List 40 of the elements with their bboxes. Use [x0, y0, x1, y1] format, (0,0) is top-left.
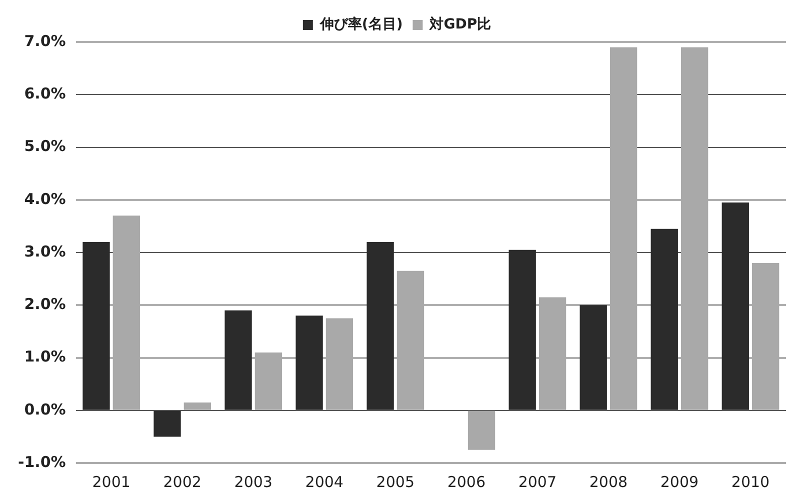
y-tick-label: 5.0%	[24, 137, 66, 156]
y-tick-label: 3.0%	[24, 242, 66, 260]
x-tick-label: 2010	[731, 472, 770, 491]
bar	[722, 202, 749, 410]
bar	[154, 410, 181, 437]
y-tick-label: 0.0%	[24, 400, 66, 418]
x-tick-label: 2001	[92, 472, 130, 491]
y-tick-label: 4.0%	[24, 190, 66, 208]
bar	[82, 242, 110, 410]
bar	[580, 305, 607, 410]
bar	[650, 228, 678, 410]
legend-label: 伸び率(名目)	[318, 16, 403, 33]
bar	[468, 410, 496, 450]
bar	[296, 316, 323, 410]
bar	[396, 270, 424, 410]
bar	[508, 250, 536, 410]
legend-label: 対GDP比	[428, 16, 492, 33]
y-tick-label: 1.0%	[24, 348, 66, 366]
bar	[112, 216, 140, 410]
x-tick-label: 2006	[447, 472, 486, 491]
x-tick-label: 2007	[518, 472, 557, 491]
bar	[326, 318, 354, 410]
bar	[224, 310, 252, 410]
x-tick-label: 2005	[376, 472, 414, 491]
x-tick-label: 2009	[660, 472, 699, 491]
bar	[366, 242, 394, 410]
bar	[610, 47, 638, 410]
x-tick-label: 2008	[589, 472, 628, 491]
y-tick-label: 2.0%	[24, 295, 66, 314]
x-tick-label: 2003	[234, 472, 272, 491]
x-tick-label: 2002	[163, 472, 202, 491]
y-tick-label: 6.0%	[24, 84, 66, 103]
y-tick-label: 7.0%	[24, 32, 66, 50]
bar	[538, 297, 566, 410]
bar	[752, 263, 780, 410]
x-tick-label: 2004	[305, 472, 344, 491]
bar	[254, 352, 282, 410]
bar	[680, 47, 708, 410]
bar	[184, 402, 212, 410]
y-tick-label: -1.0%	[18, 452, 66, 471]
